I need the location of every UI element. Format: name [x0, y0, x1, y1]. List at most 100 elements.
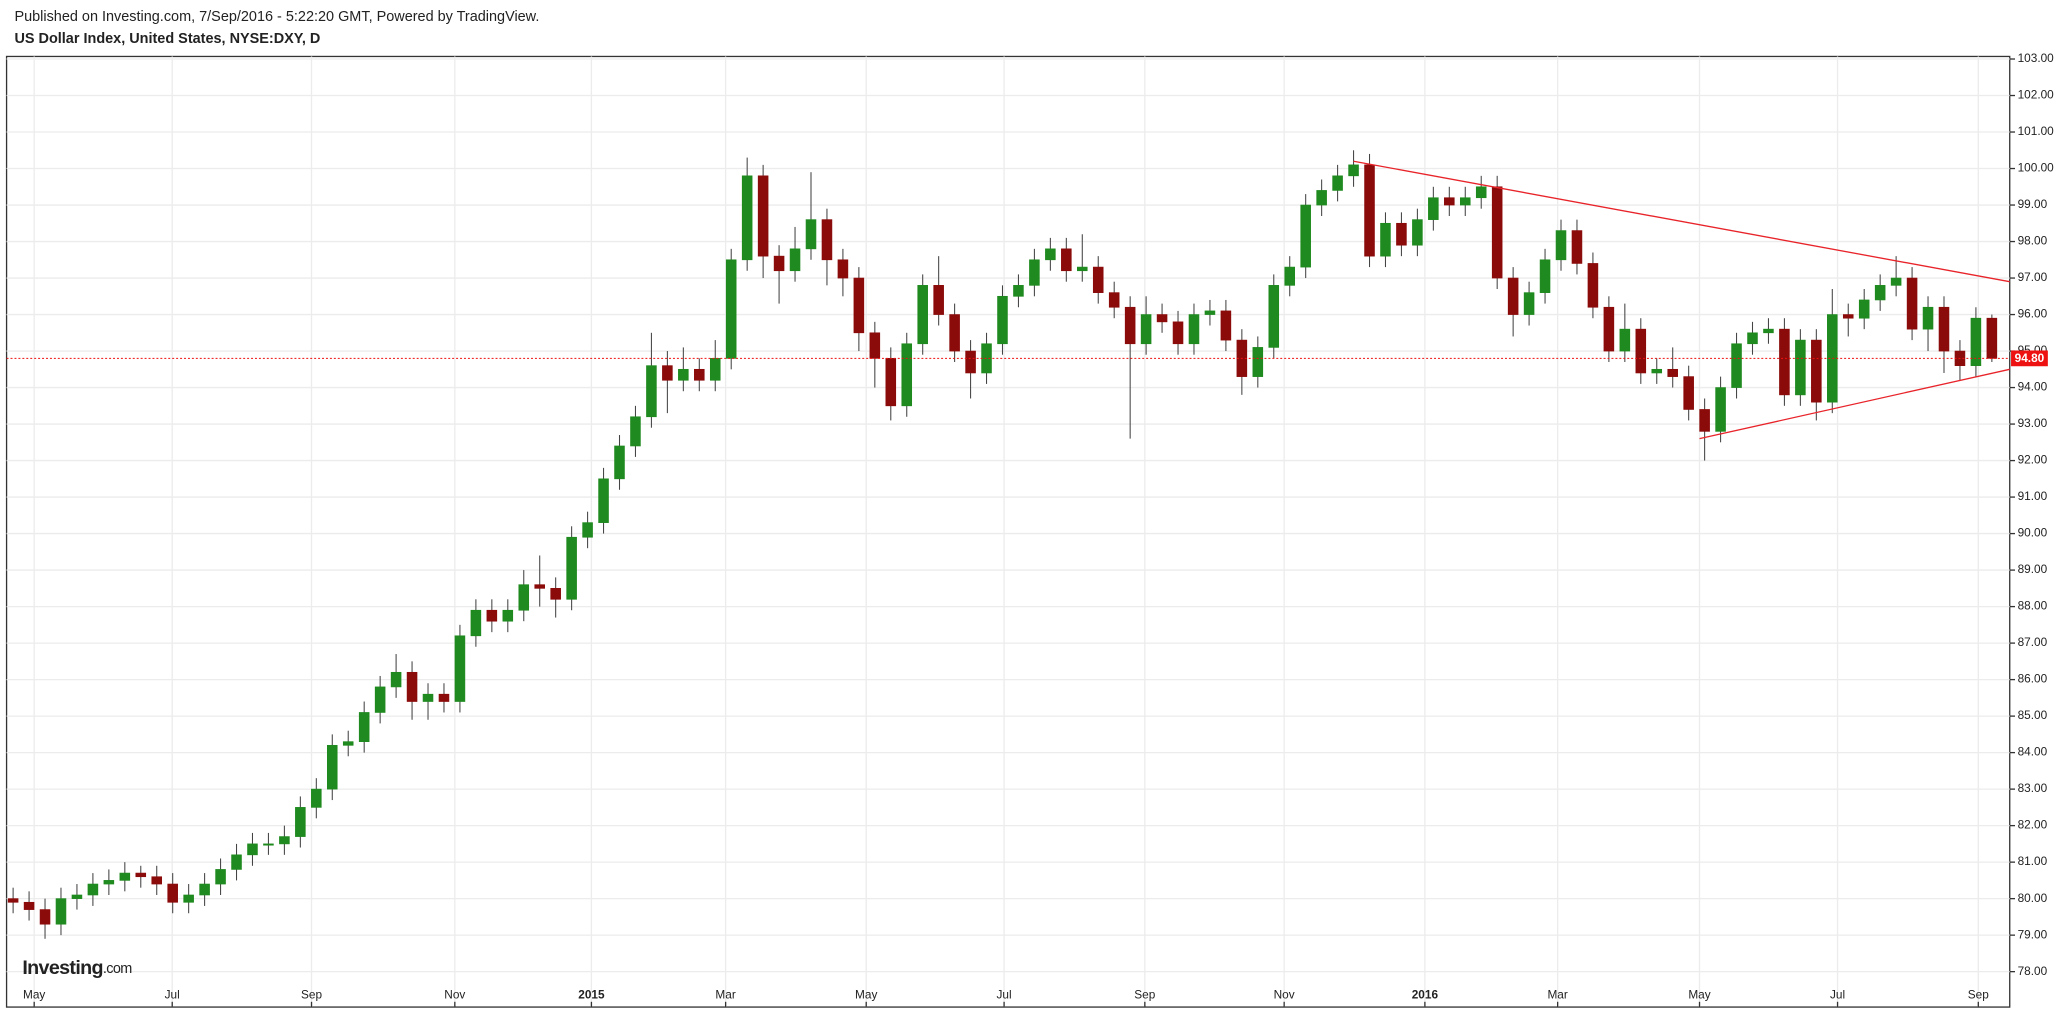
candle-body — [438, 693, 450, 702]
y-tick-label: 82.00 — [2018, 818, 2048, 832]
y-tick-label: 88.00 — [2018, 599, 2048, 613]
candle-body — [1731, 343, 1742, 388]
candle-body — [582, 522, 593, 538]
candle-body — [23, 901, 35, 910]
candle-body — [167, 883, 178, 903]
candle-body — [853, 277, 865, 334]
candle-body — [295, 807, 306, 837]
candle-body — [1316, 190, 1327, 206]
candle-body — [965, 350, 976, 374]
y-tick-label: 103.00 — [2018, 51, 2055, 65]
candle-body — [821, 219, 833, 261]
y-tick-label: 87.00 — [2018, 635, 2048, 649]
candle-body — [662, 365, 673, 381]
y-tick-label: 79.00 — [2018, 927, 2048, 941]
candle-body — [917, 285, 928, 345]
trend-line — [1699, 368, 2010, 440]
candle-body — [454, 635, 466, 702]
candle-body — [901, 343, 913, 407]
candle-body — [1459, 197, 1471, 206]
y-tick-label: 80.00 — [2018, 891, 2048, 905]
y-tick-label: 96.00 — [2018, 307, 2048, 321]
y-tick-label: 97.00 — [2018, 270, 2048, 284]
candle-body — [1268, 285, 1280, 348]
x-tick-label: May — [23, 987, 45, 1001]
candle-body — [614, 445, 625, 480]
x-tick-label: 2016 — [1412, 987, 1439, 1001]
candle-body — [518, 584, 530, 611]
candle-body — [1124, 306, 1136, 345]
candle-body — [1428, 197, 1439, 220]
candle-body — [1380, 222, 1391, 257]
candle-body — [805, 219, 817, 250]
candle-body — [646, 365, 657, 418]
candle-body — [1874, 285, 1886, 301]
candle-body — [869, 332, 881, 359]
header: Published on Investing.com, 7/Sep/2016 -… — [14, 9, 539, 25]
candle-body — [837, 259, 849, 279]
candle-body — [1284, 266, 1296, 286]
y-tick-label: 101.00 — [2018, 124, 2055, 138]
candle-body — [757, 175, 769, 257]
candle-body — [997, 295, 1008, 345]
candle-body — [550, 588, 561, 600]
x-tick-label: Mar — [715, 987, 735, 1001]
candle-body — [694, 368, 705, 381]
candle-body — [55, 898, 67, 925]
y-tick-label: 84.00 — [2018, 745, 2048, 759]
x-tick-label: Sep — [301, 987, 322, 1001]
candle-body — [1061, 248, 1072, 272]
x-tick-label: Sep — [1968, 987, 1989, 1001]
candle-body — [1539, 259, 1551, 293]
candle-body — [1029, 259, 1040, 286]
logo-brand: Investing — [22, 957, 103, 979]
candle-body — [1491, 186, 1503, 279]
candle-body — [1842, 314, 1854, 319]
x-tick-label: Nov — [1274, 987, 1295, 1001]
candle-body — [326, 744, 338, 790]
candle-body — [566, 536, 577, 600]
candle-body — [263, 843, 274, 846]
candle-body — [709, 358, 721, 381]
x-tick-label: Sep — [1134, 987, 1155, 1001]
candle-body — [1332, 175, 1343, 191]
candle-body — [598, 478, 609, 523]
candle-body — [151, 876, 163, 885]
grid — [6, 56, 2010, 1008]
candle-body — [534, 584, 545, 589]
candle-body — [39, 909, 51, 925]
candle-body — [1683, 376, 1694, 410]
candle-body — [135, 872, 147, 878]
y-tick-label: 81.00 — [2018, 854, 2048, 868]
y-tick-label: 83.00 — [2018, 781, 2048, 795]
candle-body — [1747, 332, 1758, 345]
candle-body — [1300, 204, 1311, 268]
candle-body — [342, 741, 354, 746]
candle-body — [103, 880, 115, 885]
candle-body — [1603, 306, 1615, 352]
candle-body — [279, 836, 290, 845]
y-tick-label: 91.00 — [2018, 489, 2048, 503]
candle-body — [1444, 197, 1455, 206]
candle-body — [741, 175, 753, 261]
x-tick-label: Jul — [165, 987, 180, 1001]
candle-body — [422, 693, 434, 702]
candle-body — [199, 883, 210, 896]
candle-body — [1906, 277, 1918, 330]
candle-body — [183, 894, 194, 903]
candle-body — [502, 609, 514, 622]
candle-body — [1635, 328, 1647, 374]
y-tick-label: 78.00 — [2018, 964, 2048, 978]
x-tick-label: Jul — [997, 987, 1012, 1001]
candle-body — [1779, 328, 1790, 396]
candle-body — [215, 869, 226, 885]
candle-body — [1220, 310, 1232, 341]
candle-body — [1922, 306, 1934, 330]
candle-body — [406, 671, 418, 702]
candle-body — [1204, 310, 1216, 315]
candle-body — [486, 609, 498, 622]
plot-frame — [5, 55, 2011, 1008]
candle-body — [1013, 285, 1024, 297]
x-tick-label: Nov — [444, 987, 465, 1001]
candle-body — [71, 894, 83, 899]
